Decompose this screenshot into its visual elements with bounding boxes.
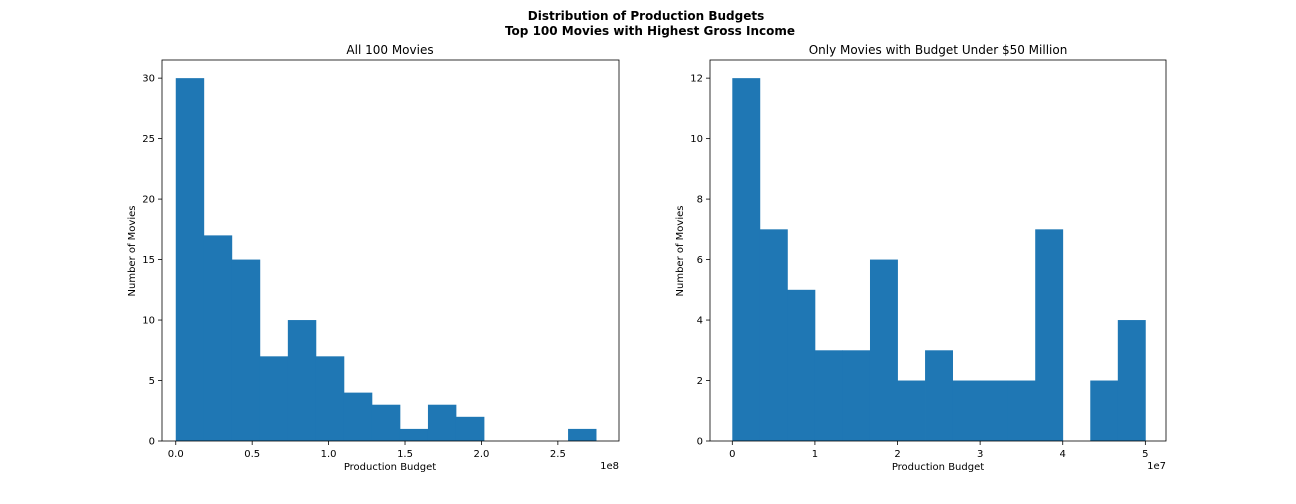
- histogram-bar: [427, 404, 457, 441]
- histogram-all-movies: All 100 Movies 0.0 0.5 1.0 1.5 2.0 2.5 0 5 10 15 2…: [127, 43, 620, 473]
- histogram-bar: [1035, 229, 1064, 441]
- x-tick-label: 0.5: [244, 449, 260, 460]
- x-axis-label: Production Budget: [344, 462, 436, 473]
- y-tick-label: 20: [142, 195, 155, 206]
- histogram-bar: [455, 416, 485, 441]
- y-tick-label: 8: [697, 195, 703, 206]
- y-tick-label: 10: [142, 316, 155, 327]
- ticks: 0.0 0.5 1.0 1.5 2.0 2.5 0 5 10 15 20 25 30: [142, 74, 566, 460]
- x-tick-label: 2.0: [473, 449, 489, 460]
- ax-title: All 100 Movies: [346, 43, 433, 57]
- histogram-bar: [897, 380, 926, 441]
- x-axis-label: Production Budget: [892, 462, 984, 473]
- x-offset-label: 1e8: [600, 461, 619, 472]
- histogram-bar: [231, 259, 261, 441]
- bars: [175, 78, 597, 441]
- y-tick-label: 10: [690, 134, 703, 145]
- histogram-bar: [759, 229, 788, 441]
- histogram-bar: [259, 356, 289, 441]
- histogram-under-50m: Only Movies with Budget Under $50 Millio…: [675, 43, 1167, 473]
- y-tick-label: 6: [697, 255, 703, 266]
- y-tick-label: 5: [149, 376, 155, 387]
- y-tick-label: 4: [697, 316, 703, 327]
- y-tick-label: 25: [142, 134, 155, 145]
- histogram-bar: [343, 392, 373, 441]
- histogram-bar: [315, 356, 345, 441]
- histogram-bar: [175, 78, 205, 441]
- y-tick-label: 0: [149, 437, 155, 448]
- x-tick-label: 1: [812, 449, 818, 460]
- histogram-bar: [787, 289, 816, 441]
- axes-frame: [161, 59, 620, 442]
- histogram-bar: [399, 428, 429, 441]
- y-tick-label: 0: [697, 437, 703, 448]
- y-axis-label: Number of Movies: [675, 206, 686, 297]
- y-tick-label: 2: [697, 376, 703, 387]
- histogram-bar: [287, 320, 317, 441]
- axes-frame: [709, 59, 1167, 442]
- x-tick-label: 0.0: [168, 449, 184, 460]
- x-tick-label: 0: [729, 449, 735, 460]
- y-tick-label: 30: [142, 74, 155, 85]
- x-tick-label: 5: [1142, 449, 1148, 460]
- figure-title-line-1: Distribution of Production Budgets: [528, 9, 764, 23]
- histogram-bar: [925, 350, 953, 441]
- x-tick-label: 3: [977, 449, 983, 460]
- histogram-bar: [203, 235, 233, 441]
- histogram-bar: [980, 380, 1009, 441]
- histogram-bar: [1007, 380, 1036, 441]
- histogram-bar: [952, 380, 981, 441]
- x-tick-label: 1.5: [397, 449, 413, 460]
- histogram-bar: [371, 404, 401, 441]
- histogram-bar: [869, 259, 898, 441]
- bars: [732, 78, 1146, 441]
- x-tick-label: 1.0: [321, 449, 337, 460]
- y-tick-label: 15: [142, 255, 155, 266]
- x-tick-label: 4: [1060, 449, 1066, 460]
- ax-title: Only Movies with Budget Under $50 Millio…: [809, 43, 1068, 57]
- x-tick-label: 2.5: [550, 449, 566, 460]
- histogram-bar: [568, 428, 597, 441]
- histogram-bar: [1090, 380, 1119, 441]
- figure-title-line-2: Top 100 Movies with Highest Gross Income: [505, 24, 795, 38]
- histogram-bar: [842, 350, 871, 441]
- x-offset-label: 1e7: [1147, 461, 1166, 472]
- x-tick-label: 2: [894, 449, 900, 460]
- histogram-bar: [732, 78, 761, 441]
- y-tick-label: 12: [690, 74, 703, 85]
- histogram-bar: [814, 350, 843, 441]
- histogram-bar: [1117, 320, 1146, 441]
- y-axis-label: Number of Movies: [127, 206, 138, 297]
